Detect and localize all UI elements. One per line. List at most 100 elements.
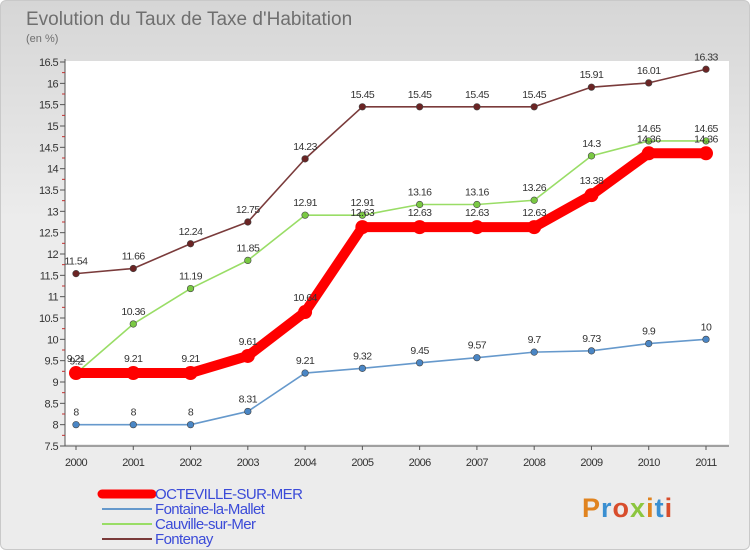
y-tick-label: 13 <box>47 206 59 218</box>
data-point <box>72 421 80 429</box>
data-label: 14.23 <box>293 141 317 153</box>
data-point <box>183 366 198 381</box>
data-label: 12.91 <box>350 197 374 209</box>
data-label: 8 <box>131 407 137 419</box>
chart-subtitle: (en %) <box>26 33 58 45</box>
data-point <box>244 256 252 265</box>
logo-letter: i <box>646 493 655 523</box>
data-point <box>240 348 255 363</box>
data-label: 16.01 <box>637 65 661 77</box>
data-point <box>473 200 481 209</box>
data-point <box>641 146 656 161</box>
data-label: 10 <box>701 321 712 333</box>
data-point <box>244 407 252 416</box>
y-tick-label: 16 <box>47 78 59 90</box>
data-label: 9.45 <box>410 345 429 357</box>
data-point <box>527 220 542 235</box>
data-label: 12.75 <box>236 204 260 216</box>
data-point <box>355 220 370 235</box>
data-label: 14.36 <box>637 133 661 145</box>
y-tick-label: 12.5 <box>39 228 58 240</box>
logo-letter: r <box>601 493 613 523</box>
data-label: 13.16 <box>465 187 489 199</box>
data-point <box>473 354 481 362</box>
data-label: 12.91 <box>293 197 317 209</box>
logo-letter: x <box>630 493 646 523</box>
legend-item-fontenay: Fontenay <box>102 531 214 548</box>
y-tick-label: 10.5 <box>39 313 58 325</box>
data-label: 13.26 <box>522 182 546 194</box>
y-tick-label: 16.5 <box>39 57 58 69</box>
y-tick-label: 10 <box>47 334 59 346</box>
data-label: 9.2 <box>69 355 83 367</box>
data-label: 9.21 <box>181 353 200 365</box>
x-tick-label: 2003 <box>237 457 260 469</box>
y-tick-label: 14.5 <box>39 142 58 154</box>
data-point <box>412 220 427 235</box>
x-tick-label: 2006 <box>409 457 432 469</box>
chart-title: Evolution du Taux de Taxe d'Habitation <box>26 9 352 30</box>
plot-area <box>65 61 729 444</box>
y-tick-label: 12 <box>47 249 59 261</box>
logo-text: Proxiti <box>582 493 673 523</box>
data-point <box>702 137 710 145</box>
y-tick-label: 8.5 <box>45 398 59 410</box>
data-label: 9.21 <box>124 353 143 365</box>
x-tick-label: 2008 <box>523 457 546 469</box>
x-tick-label: 2010 <box>638 457 661 469</box>
y-tick-label: 15 <box>47 121 59 133</box>
data-point <box>126 366 141 381</box>
data-point <box>584 188 599 203</box>
data-label: 11.66 <box>122 251 146 263</box>
data-point <box>587 83 596 91</box>
data-point <box>129 421 137 429</box>
data-point <box>358 103 366 111</box>
series-group: 11.54 11.66 12.24 12.75 14.23 15.45 15.45 15.45… <box>65 51 719 429</box>
data-label: 12.63 <box>350 207 374 219</box>
legend-label: Cauville-sur-Mer <box>155 516 256 533</box>
series-line <box>75 68 707 275</box>
data-point <box>129 264 137 273</box>
data-point <box>530 348 538 356</box>
data-point <box>416 359 424 367</box>
data-label: 9.32 <box>353 350 372 362</box>
x-tick-label: 2011 <box>695 457 717 469</box>
data-point <box>358 364 366 372</box>
data-label: 15.91 <box>580 69 604 81</box>
x-tick-label: 2000 <box>65 457 88 469</box>
logo-letter: o <box>613 493 631 523</box>
data-point <box>469 220 484 235</box>
logo-letter: t <box>655 493 665 523</box>
data-label: 9.9 <box>642 326 656 338</box>
y-tick-label: 9 <box>52 377 58 389</box>
data-point <box>244 218 252 226</box>
data-label: 15.45 <box>522 89 546 101</box>
data-label: 9.61 <box>239 336 258 348</box>
data-label: 12.63 <box>408 207 432 219</box>
legend-label: OCTEVILLE-SUR-MER <box>155 486 303 503</box>
data-label: 12.63 <box>465 207 489 219</box>
data-label: 9.21 <box>296 355 315 367</box>
data-label: 12.63 <box>522 207 546 219</box>
data-label: 11.19 <box>179 271 203 283</box>
data-point <box>69 366 83 381</box>
series-fontaine-la-mallet: 8 8 8 8.31 9.21 9.32 9.45 9.57 9.7 9.73 9.9 10 <box>72 321 712 429</box>
data-label: 14.3 <box>582 138 601 150</box>
data-point <box>298 305 313 320</box>
data-label: 8 <box>73 407 79 419</box>
y-tick-label: 13.5 <box>39 185 58 197</box>
data-point <box>645 137 653 145</box>
data-label: 16.33 <box>694 51 718 63</box>
axes: 7.5 8 8.5 9 9.5 10 10.5 11 11.5 12 12.5 13 13.5 14 14.… <box>39 57 729 469</box>
data-label: 14.65 <box>637 123 661 135</box>
data-label: 8 <box>188 407 194 419</box>
data-label: 15.45 <box>350 89 374 101</box>
data-point <box>702 65 710 73</box>
data-point <box>645 79 653 87</box>
x-tick-label: 2001 <box>122 457 145 469</box>
legend-label: Fontaine-la-Mallet <box>155 501 266 518</box>
data-label: 10.64 <box>293 292 317 304</box>
data-label: 9.7 <box>528 334 542 346</box>
data-point <box>72 270 80 278</box>
series-line <box>75 338 707 426</box>
